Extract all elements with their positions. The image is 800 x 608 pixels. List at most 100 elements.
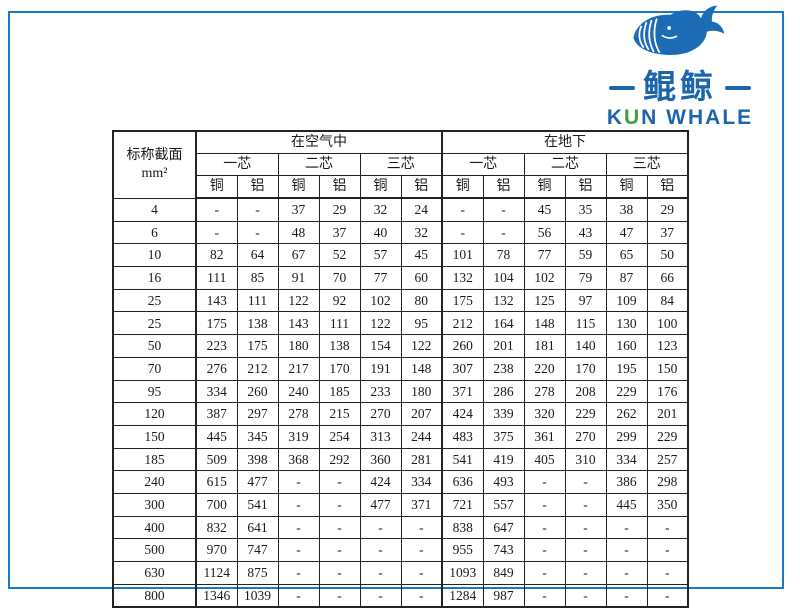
cell-ground-3core-cu: - xyxy=(605,583,648,608)
cell-ground-2core-cu: 181 xyxy=(523,334,566,358)
cell-ground-3core-cu: 87 xyxy=(605,266,648,290)
cell-ground-3core-al: 257 xyxy=(646,447,689,472)
cell-ground-2core-cu: 125 xyxy=(523,288,566,313)
cell-air-3core-cu: - xyxy=(359,515,402,540)
table-row: 630 1124 875 - - - - 1093 849 - - - - xyxy=(112,561,689,585)
cell-air-2core-al: 92 xyxy=(318,288,361,313)
cell-ground-3core-cu: 229 xyxy=(605,379,648,404)
cell-ground-1core-cu: 132 xyxy=(441,266,484,290)
core-header-air-1: 一芯 xyxy=(195,153,279,176)
cell-ground-1core-cu: 721 xyxy=(441,492,484,517)
cell-ground-3core-cu: 386 xyxy=(605,470,648,494)
cell-ground-1core-cu: 260 xyxy=(441,334,484,358)
row-section-label: 25 xyxy=(112,288,197,313)
row-section-label: 150 xyxy=(112,424,197,449)
material-header-al: 铝 xyxy=(400,175,443,199)
cell-air-3core-cu: 313 xyxy=(359,424,402,449)
cell-air-3core-cu: 424 xyxy=(359,470,402,494)
cell-air-1core-al: 747 xyxy=(236,538,279,562)
table-row: 50 223 175 180 138 154 122 260 201 181 1… xyxy=(112,334,689,358)
row-section-label: 630 xyxy=(112,561,197,585)
cell-ground-2core-al: 229 xyxy=(564,402,607,426)
cell-ground-2core-cu: 148 xyxy=(523,311,566,336)
cell-air-1core-al: 297 xyxy=(236,402,279,426)
cell-ground-2core-al: - xyxy=(564,583,607,608)
cell-ground-2core-al: 140 xyxy=(564,334,607,358)
cell-air-2core-cu: - xyxy=(277,538,320,562)
table-row: 25 175 138 143 111 122 95 212 164 148 11… xyxy=(112,311,689,336)
group-header-underground: 在地下 xyxy=(441,130,689,154)
material-header-cu: 铜 xyxy=(359,175,402,199)
cell-air-2core-cu: 48 xyxy=(277,220,320,245)
cell-ground-3core-cu: 130 xyxy=(605,311,648,336)
cell-ground-1core-al: 339 xyxy=(482,402,525,426)
table-row: 300 700 541 - - 477 371 721 557 - - 445 … xyxy=(112,492,689,517)
table-row: 240 615 477 - - 424 334 636 493 - - 386 … xyxy=(112,470,689,494)
cell-air-1core-cu: 1346 xyxy=(195,583,238,608)
cell-air-2core-cu: - xyxy=(277,515,320,540)
brand-name-en: KUN WHALE xyxy=(607,107,753,128)
material-header-cu: 铜 xyxy=(195,175,238,199)
table-row: 95 334 260 240 185 233 180 371 286 278 2… xyxy=(112,379,689,404)
brand-letter-k: K xyxy=(606,105,624,129)
cell-ground-3core-al: 150 xyxy=(646,356,689,381)
cell-air-1core-al: - xyxy=(236,220,279,245)
cell-ground-2core-al: - xyxy=(564,492,607,517)
cell-ground-2core-cu: - xyxy=(523,538,566,562)
cell-ground-2core-al: - xyxy=(564,515,607,540)
corner-header-nominal-section: 标称截面 mm² xyxy=(112,130,197,199)
cell-ground-3core-al: 100 xyxy=(646,311,689,336)
cell-ground-3core-al: - xyxy=(646,583,689,608)
row-section-label: 16 xyxy=(112,266,197,290)
table-row: 4 - - 37 29 32 24 - - 45 35 38 29 xyxy=(112,197,689,222)
cell-air-2core-cu: - xyxy=(277,492,320,517)
cell-ground-1core-cu: 541 xyxy=(441,447,484,472)
material-header-cu: 铜 xyxy=(441,175,484,199)
cell-air-2core-al: 70 xyxy=(318,266,361,290)
row-section-label: 120 xyxy=(112,402,197,426)
cell-ground-3core-cu: 334 xyxy=(605,447,648,472)
material-header-al: 铝 xyxy=(646,175,689,199)
cell-air-3core-cu: 191 xyxy=(359,356,402,381)
cell-ground-1core-cu: 636 xyxy=(441,470,484,494)
row-section-label: 185 xyxy=(112,447,197,472)
cell-air-3core-al: 32 xyxy=(400,220,443,245)
cell-air-3core-al: - xyxy=(400,515,443,540)
material-header-cu: 铜 xyxy=(523,175,566,199)
cell-air-1core-cu: 832 xyxy=(195,515,238,540)
cell-ground-1core-al: - xyxy=(482,197,525,222)
cell-ground-3core-al: 66 xyxy=(646,266,689,290)
cell-ground-1core-al: 78 xyxy=(482,243,525,268)
cell-ground-2core-al: 170 xyxy=(564,356,607,381)
cell-ground-1core-al: 132 xyxy=(482,288,525,313)
cell-air-2core-al: 52 xyxy=(318,243,361,268)
material-header-cu: 铜 xyxy=(277,175,320,199)
cell-ground-2core-al: - xyxy=(564,538,607,562)
cell-air-3core-al: 207 xyxy=(400,402,443,426)
cell-ground-3core-al: 350 xyxy=(646,492,689,517)
cell-air-1core-al: 212 xyxy=(236,356,279,381)
cell-air-3core-al: - xyxy=(400,583,443,608)
cell-air-2core-cu: 67 xyxy=(277,243,320,268)
cell-ground-1core-cu: 212 xyxy=(441,311,484,336)
cell-air-1core-al: 138 xyxy=(236,311,279,336)
cell-ground-3core-al: 84 xyxy=(646,288,689,313)
cell-ground-1core-al: 493 xyxy=(482,470,525,494)
core-header-air-3: 三芯 xyxy=(359,153,443,176)
table-row: 120 387 297 278 215 270 207 424 339 320 … xyxy=(112,402,689,426)
cell-ground-1core-al: 419 xyxy=(482,447,525,472)
cell-ground-2core-cu: 45 xyxy=(523,197,566,222)
cell-ground-3core-al: 37 xyxy=(646,220,689,245)
cell-air-3core-al: - xyxy=(400,538,443,562)
table-row: 800 1346 1039 - - - - 1284 987 - - - - xyxy=(112,583,689,608)
cell-ground-1core-cu: 101 xyxy=(441,243,484,268)
cell-air-2core-al: 254 xyxy=(318,424,361,449)
cell-ground-2core-cu: 278 xyxy=(523,379,566,404)
table-row: 70 276 212 217 170 191 148 307 238 220 1… xyxy=(112,356,689,381)
cell-air-3core-al: 334 xyxy=(400,470,443,494)
cell-ground-2core-al: 79 xyxy=(564,266,607,290)
cell-ground-1core-al: 286 xyxy=(482,379,525,404)
cell-air-1core-cu: 445 xyxy=(195,424,238,449)
cell-ground-2core-al: - xyxy=(564,470,607,494)
cell-air-1core-al: 111 xyxy=(236,288,279,313)
